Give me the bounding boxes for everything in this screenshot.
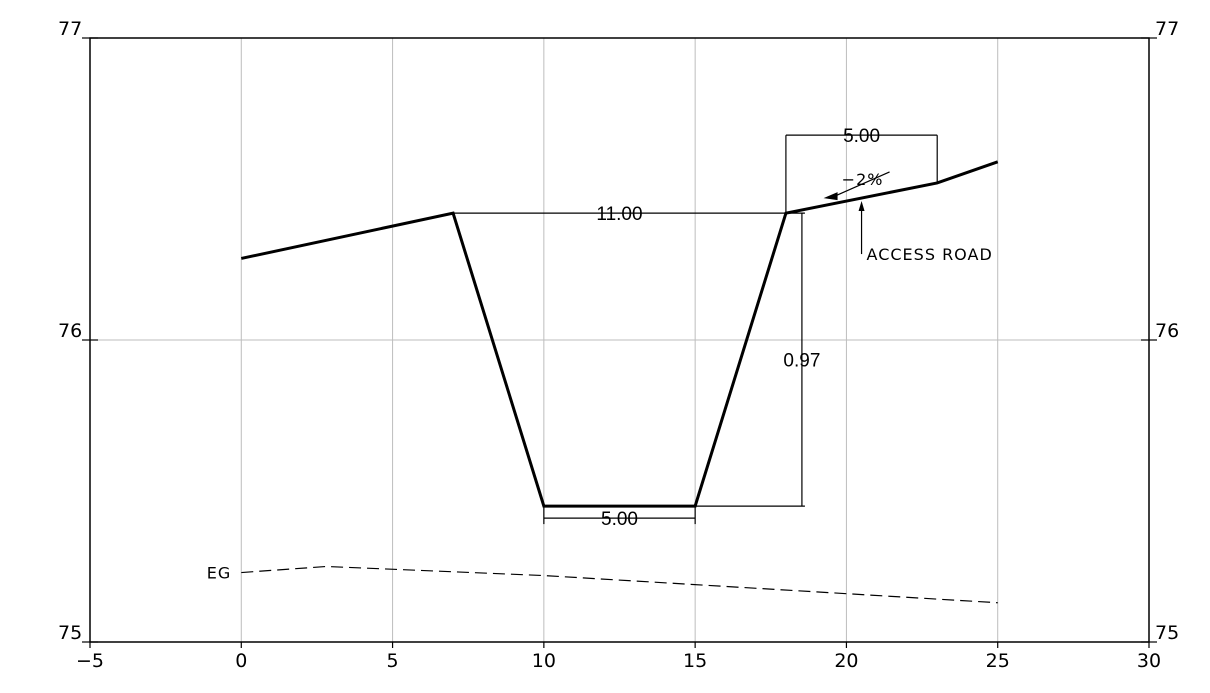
y-tick-label-right: 77 [1155, 18, 1179, 40]
slope-label: −2% [842, 170, 884, 189]
x-tick-label: 25 [986, 650, 1010, 672]
top-width-label: 11.00 [596, 204, 642, 225]
x-tick-label: 20 [834, 650, 858, 672]
x-tick-label: 0 [235, 650, 247, 672]
bottom-width-label: 5.00 [601, 509, 638, 530]
existing-ground-label: EG [207, 564, 232, 583]
x-tick-label: 10 [532, 650, 556, 672]
depth-label: 0.97 [783, 351, 820, 372]
x-tick-label: 30 [1137, 650, 1161, 672]
slope-arrow-head-icon [823, 192, 838, 201]
dimension-lines [453, 134, 938, 525]
y-tick-label-left: 77 [58, 18, 82, 40]
x-tick-label: 15 [683, 650, 707, 672]
x-tick-label: −5 [76, 650, 104, 672]
leader-arrow-head-icon [858, 201, 865, 212]
existing-ground-line [241, 565, 998, 604]
grid-lines [90, 38, 1149, 642]
slope-arrow-shaft [833, 171, 890, 198]
axis-ticks [82, 37, 1157, 648]
y-tick-label-right: 76 [1155, 320, 1179, 342]
y-tick-label-right: 75 [1155, 622, 1179, 644]
access-road-label: ACCESS ROAD [867, 245, 993, 264]
y-tick-label-left: 75 [58, 622, 82, 644]
road-width-label: 5.00 [843, 126, 880, 147]
x-tick-label: 5 [387, 650, 399, 672]
y-tick-label-left: 76 [58, 320, 82, 342]
